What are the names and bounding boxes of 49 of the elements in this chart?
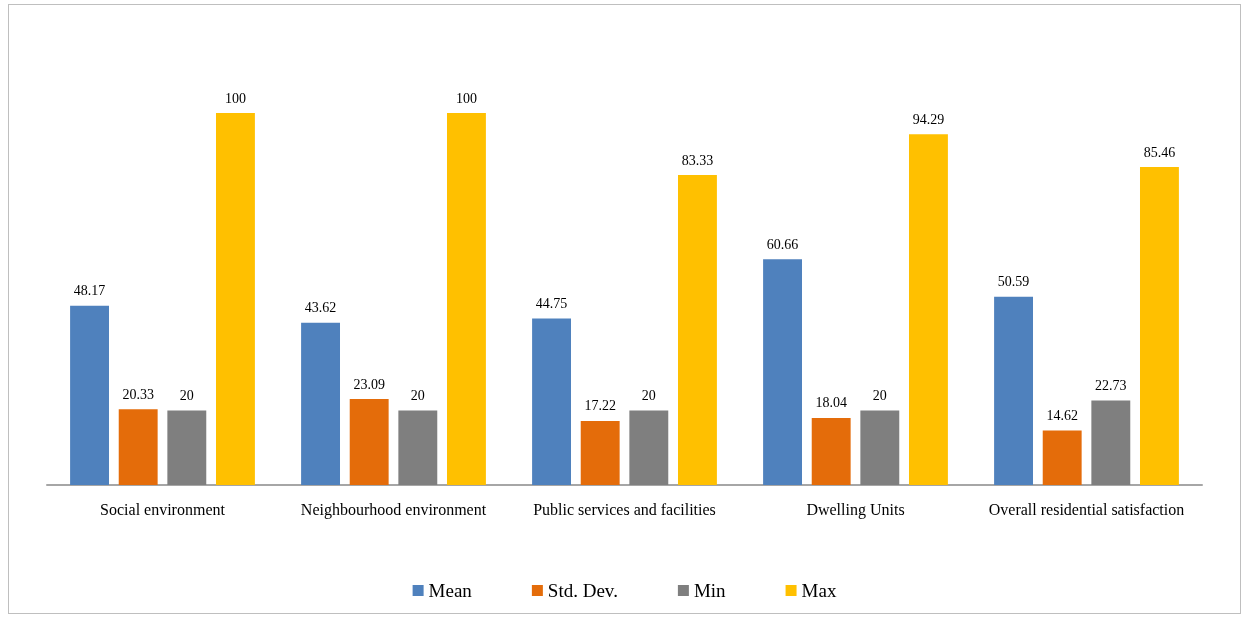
bar	[860, 410, 900, 485]
legend-label: Min	[693, 580, 727, 601]
bar	[215, 113, 255, 485]
bar	[1091, 400, 1131, 485]
bar	[677, 175, 717, 485]
x-tick-label: Dwelling Units	[806, 500, 905, 519]
data-label: 50.59	[997, 274, 1030, 290]
bar	[629, 410, 669, 485]
bar	[70, 305, 110, 485]
data-label: 94.29	[912, 111, 945, 127]
data-label: 20.33	[122, 386, 154, 402]
bar	[580, 420, 620, 485]
bar	[532, 318, 572, 485]
x-tick-label: Overall residential satisfaction	[988, 500, 1185, 518]
bar	[167, 410, 207, 485]
data-label: 48.17	[73, 283, 106, 299]
bar	[398, 410, 438, 485]
legend-label: Max	[801, 580, 837, 601]
bar	[811, 417, 851, 485]
bar	[1139, 167, 1179, 485]
data-label: 43.62	[304, 300, 337, 316]
data-label: 85.46	[1143, 144, 1176, 160]
bar	[349, 399, 389, 485]
data-label: 23.09	[353, 376, 385, 392]
bar	[908, 134, 948, 485]
x-tick-label: Public services and facilities	[533, 500, 716, 518]
legend-label: Std. Dev.	[547, 580, 618, 601]
data-label: 20	[410, 388, 425, 404]
bar	[301, 322, 341, 485]
data-label: 17.22	[584, 398, 616, 414]
x-tick-label: Neighbourhood environment	[300, 500, 487, 519]
data-label: 44.75	[535, 296, 568, 312]
bar	[118, 409, 158, 485]
bar	[446, 113, 486, 485]
bar	[763, 259, 803, 485]
x-tick-label: Social environment	[100, 500, 226, 518]
data-label: 22.73	[1095, 377, 1127, 393]
data-label: 60.66	[766, 236, 799, 252]
bar	[1042, 430, 1082, 485]
data-label: 20	[641, 388, 656, 404]
data-label: 100	[455, 90, 477, 106]
legend-label: Mean	[428, 580, 473, 601]
data-label: 20	[179, 388, 194, 404]
bar	[994, 296, 1034, 485]
data-label: 20	[872, 388, 887, 404]
data-label: 18.04	[815, 395, 847, 411]
data-label: 14.62	[1046, 408, 1078, 424]
data-label: 83.33	[681, 152, 714, 168]
data-label: 100	[224, 90, 246, 106]
